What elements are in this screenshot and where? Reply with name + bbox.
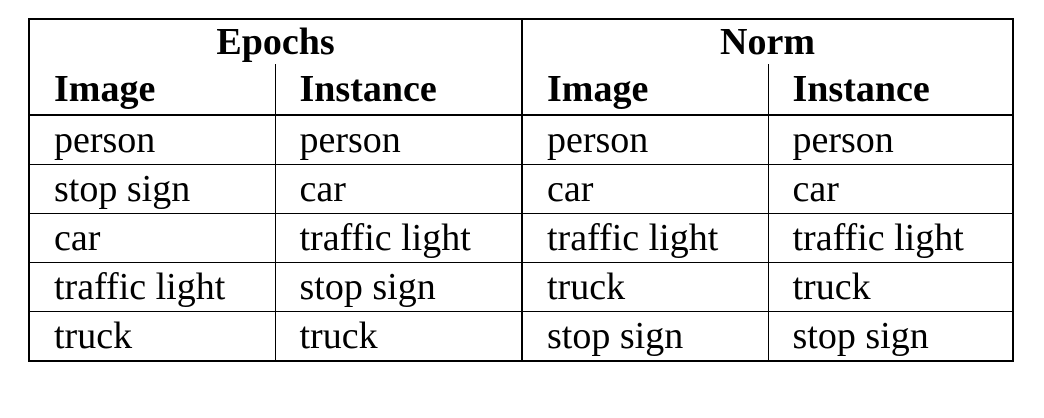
table-cell: car [29, 213, 276, 263]
group-header-norm: Norm [720, 21, 815, 63]
table-cell: person [522, 115, 769, 165]
table-cell: stop sign [522, 311, 769, 361]
group-header-epochs: Epochs [29, 19, 523, 64]
table-row: traffic light stop sign truck truck [29, 262, 1013, 312]
table-cell: truck [29, 311, 276, 361]
table-cell: car [275, 164, 523, 214]
table-row: truck truck stop sign stop sign [29, 311, 1013, 361]
table-cell: truck [522, 262, 769, 312]
table-cell: stop sign [29, 164, 276, 214]
column-header-norm-instance: Instance [768, 64, 1013, 116]
table-cell: stop sign [275, 262, 523, 312]
ranking-table: Epochs Norm Image Instance Image Instanc… [28, 18, 1014, 362]
table-row: person person person person [29, 115, 1013, 165]
table-cell: truck [275, 311, 523, 361]
table-cell: traffic light [29, 262, 276, 312]
table-cell: stop sign [792, 315, 929, 357]
column-header-epochs-instance: Instance [275, 64, 523, 116]
column-header-norm-image: Image [522, 64, 769, 116]
table-cell: traffic light [522, 213, 769, 263]
table-cell: truck [768, 262, 1013, 312]
table-row: car traffic light traffic light traffic … [29, 213, 1013, 263]
table-row: stop sign car car car [29, 164, 1013, 214]
table-cell: person [275, 115, 523, 165]
table-cell: traffic light [275, 213, 523, 263]
table-cell: car [768, 164, 1013, 214]
column-header-epochs-image: Image [29, 64, 276, 116]
table-cell: person [29, 115, 276, 165]
table-cell: person [768, 115, 1013, 165]
table-cell: traffic light [768, 213, 1013, 263]
table-cell: car [522, 164, 769, 214]
